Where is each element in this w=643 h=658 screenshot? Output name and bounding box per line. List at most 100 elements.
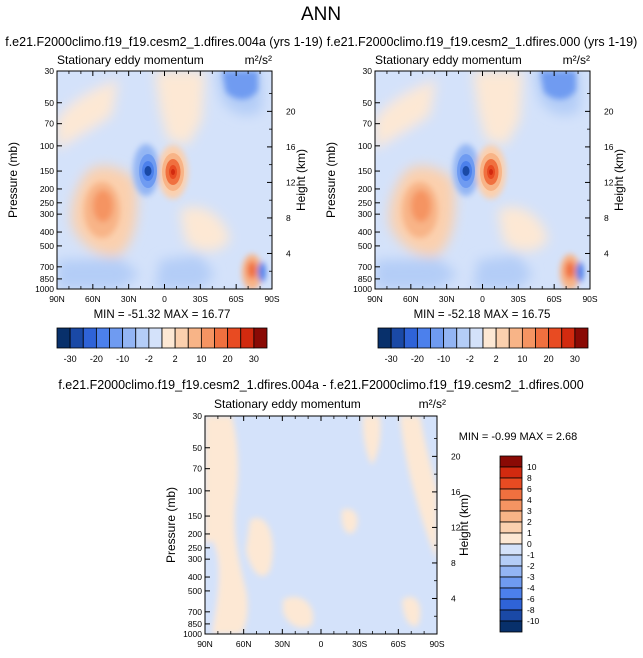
colorbar-swatch	[561, 327, 576, 349]
x-tick-label: 90S	[429, 639, 444, 649]
panel-top-right: f.e21.F2000climo.f19_f19.cesm2_1.dfires.…	[324, 35, 637, 364]
x-tick-label: 0	[480, 294, 485, 304]
colorbar-label: -20	[90, 354, 103, 364]
height-tick-label: 4	[286, 248, 291, 258]
colorbar-label: 2	[527, 517, 532, 527]
colorbar-label: 8	[527, 473, 532, 483]
colorbar-swatch	[122, 327, 137, 349]
colorbar-swatch	[499, 554, 523, 567]
colorbar-swatch	[390, 327, 405, 349]
colorbar-swatch	[499, 477, 523, 490]
x-tick-label: 30N	[121, 294, 137, 304]
contour-field	[375, 71, 590, 289]
y-tick-label: 700	[40, 262, 54, 272]
colorbar-swatch	[161, 327, 176, 349]
colorbar-label: -8	[527, 605, 535, 615]
y-tick-label: 70	[193, 464, 203, 474]
height-tick-label: 8	[286, 213, 291, 223]
colorbar-label: -3	[527, 572, 535, 582]
panel-units: m²/s²	[419, 397, 446, 411]
y-tick-label: 850	[358, 274, 372, 284]
colorbar-label: 6	[527, 484, 532, 494]
colorbar-label: 20	[544, 354, 554, 364]
panel-top-left: f.e21.F2000climo.f19_f19.cesm2_1.dfires.…	[5, 35, 323, 364]
x-tick-label: 90S	[264, 294, 279, 304]
colorbar-label: -30	[385, 354, 398, 364]
height-tick-labels: 20 16 12 8 4	[604, 106, 614, 258]
y-tick-label: 30	[193, 411, 203, 421]
plot-frame	[56, 70, 273, 290]
panel-subtitle: Stationary eddy momentum	[375, 53, 522, 67]
colorbar-swatch	[521, 327, 536, 349]
colorbar-swatch	[469, 327, 484, 349]
colorbar-swatch	[240, 327, 255, 349]
colorbar-swatch	[187, 327, 202, 349]
colorbar-label: 2	[494, 354, 499, 364]
colorbar-label: -2	[145, 354, 153, 364]
height-tick-labels: 20 16 12 8 4	[451, 451, 461, 603]
height-tick-label: 4	[451, 593, 456, 603]
colorbar-label: 10	[196, 354, 206, 364]
panel-title: f.e21.F2000climo.f19_f19.cesm2_1.dfires.…	[58, 378, 583, 392]
y-tick-label: 200	[358, 184, 372, 194]
x-tick-label: 0	[162, 294, 167, 304]
x-tick-label: 90N	[49, 294, 65, 304]
colorbar-swatch	[227, 327, 242, 349]
panel-difference: f.e21.F2000climo.f19_f19.cesm2_1.dfires.…	[58, 378, 583, 649]
height-axis-label: Height (km)	[294, 149, 308, 211]
y-tick-label: 400	[358, 227, 372, 237]
y-tick-label: 850	[188, 619, 202, 629]
y-tick-label: 850	[40, 274, 54, 284]
y-tick-label: 70	[45, 119, 55, 129]
x-tick-label: 30N	[275, 639, 291, 649]
contour-field	[57, 71, 272, 289]
colorbar-swatch	[548, 327, 563, 349]
colorbar-swatch	[574, 327, 589, 349]
x-tick-label: 60N	[236, 639, 252, 649]
y-tick-label: 500	[358, 241, 372, 251]
colorbar-swatch	[499, 499, 523, 512]
colorbar-swatch	[69, 327, 84, 349]
y-tick-label: 700	[188, 607, 202, 617]
frame-ticks	[374, 70, 591, 290]
min-max-stats: MIN = -0.99 MAX = 2.68	[459, 431, 578, 443]
x-tick-label: 90S	[582, 294, 597, 304]
colorbar-label: -10	[527, 616, 540, 626]
colorbar-label: -2	[466, 354, 474, 364]
colorbar-label: 0	[527, 539, 532, 549]
colorbar-swatch	[200, 327, 215, 349]
height-tick-label: 16	[451, 487, 461, 497]
panel-title: f.e21.F2000climo.f19_f19.cesm2_1.dfires.…	[5, 35, 323, 49]
colorbar-swatch	[403, 327, 418, 349]
y-tick-label: 50	[193, 443, 203, 453]
x-tick-label: 0	[319, 639, 324, 649]
x-tick-label: 90N	[367, 294, 383, 304]
y-tick-label: 400	[40, 227, 54, 237]
colorbar-label: -6	[527, 594, 535, 604]
colorbar-swatch	[377, 327, 392, 349]
colorbar-swatch	[499, 488, 523, 501]
figure-title: ANN	[301, 4, 341, 25]
y-tick-label: 250	[188, 543, 202, 553]
colorbar-label: 4	[527, 495, 532, 505]
colorbar-swatch	[499, 466, 523, 479]
y-tick-label: 200	[40, 184, 54, 194]
panel-subtitle: Stationary eddy momentum	[57, 53, 204, 67]
colorbar-swatch	[430, 327, 445, 349]
colorbar-label: 20	[223, 354, 233, 364]
y-tick-label: 1000	[183, 629, 202, 639]
colorbar-label: 30	[570, 354, 580, 364]
y-tick-label: 150	[40, 166, 54, 176]
colorbar-swatch	[253, 327, 268, 349]
frame-ticks	[204, 415, 438, 635]
y-tick-label: 50	[363, 98, 373, 108]
x-tick-label: 30S	[511, 294, 526, 304]
height-tick-label: 16	[604, 142, 614, 152]
x-tick-label: 60S	[547, 294, 562, 304]
height-tick-label: 20	[451, 451, 461, 461]
panel-title: f.e21.F2000climo.f19_f19.cesm2_1.dfires.…	[327, 35, 638, 49]
